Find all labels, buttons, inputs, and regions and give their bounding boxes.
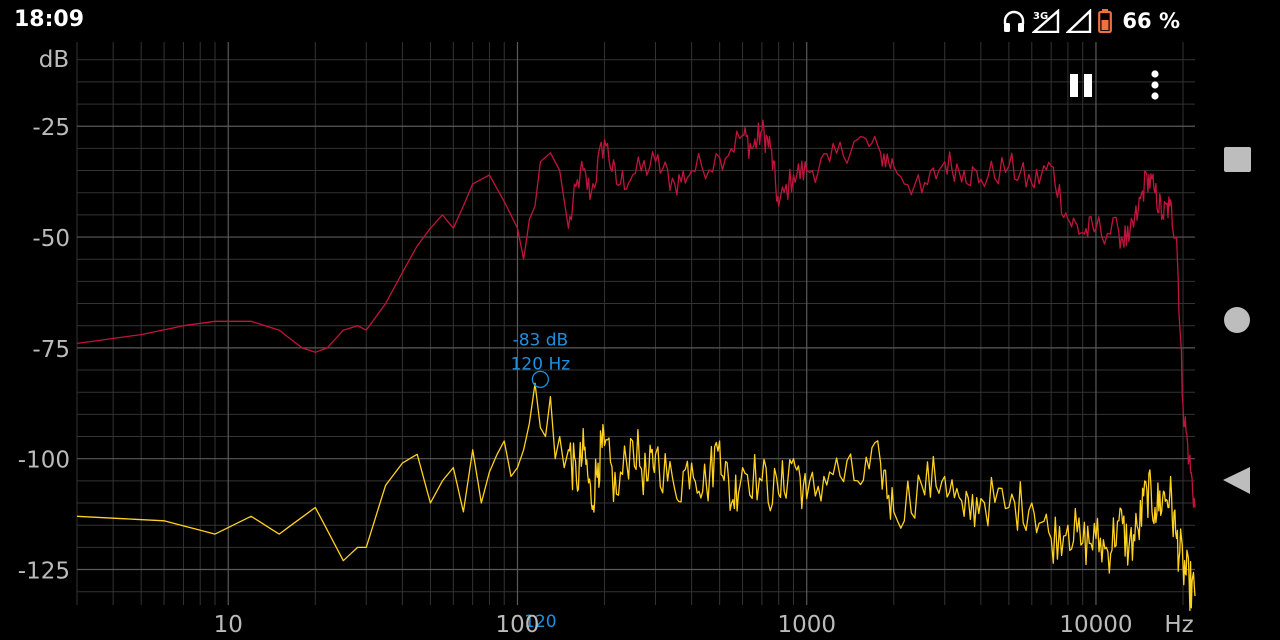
y-axis-label: dB [39, 47, 69, 73]
signal-icon [1066, 9, 1092, 33]
y-tick-labels: -25 -50 -75 -100 -125 [18, 115, 70, 584]
status-bar: 18:09 3G 66 % [0, 0, 1280, 42]
battery-icon [1098, 9, 1113, 33]
peak-marker-db-label: -83 dB [513, 330, 569, 350]
peak-marker-hz-label: 120 Hz [511, 354, 571, 374]
pause-button[interactable] [1066, 70, 1096, 100]
home-button[interactable] [1224, 307, 1250, 333]
recent-apps-button[interactable] [1224, 147, 1251, 172]
x-tick-label: 10 [214, 612, 243, 638]
signal-3g-icon: 3G [1032, 9, 1060, 33]
y-tick-label: -25 [32, 115, 70, 141]
peak-marker-circle [531, 370, 550, 388]
battery-percentage: 66 % [1122, 9, 1180, 33]
spectrum-series-2 [76, 382, 1196, 612]
back-button[interactable] [1223, 467, 1250, 494]
x-tick-labels: 10 100 1000 10000 [214, 612, 1133, 638]
series-layer [76, 119, 1196, 612]
x-axis-unit-label: Hz [1164, 612, 1193, 638]
navigation-bar [1223, 147, 1251, 494]
grid-minor [76, 42, 1195, 605]
y-tick-label: -125 [18, 559, 70, 585]
x-tick-label: 10000 [1059, 612, 1132, 638]
spectrum-series-1 [76, 119, 1196, 508]
y-tick-label: -50 [32, 226, 70, 252]
y-tick-label: -100 [18, 448, 70, 474]
y-tick-label: -75 [32, 337, 70, 363]
peak-marker: -83 dB 120 Hz 120 [511, 330, 571, 632]
status-icons: 3G 66 % [1002, 8, 1180, 34]
headphones-icon [1004, 10, 1025, 32]
peak-marker-axis-label: 120 [524, 612, 556, 632]
x-tick-label: 100 [496, 612, 540, 638]
x-tick-label: 1000 [777, 612, 836, 638]
status-time: 18:09 [14, 7, 85, 32]
network-type-label: 3G [1033, 11, 1048, 22]
more-options-icon[interactable] [1140, 68, 1170, 102]
